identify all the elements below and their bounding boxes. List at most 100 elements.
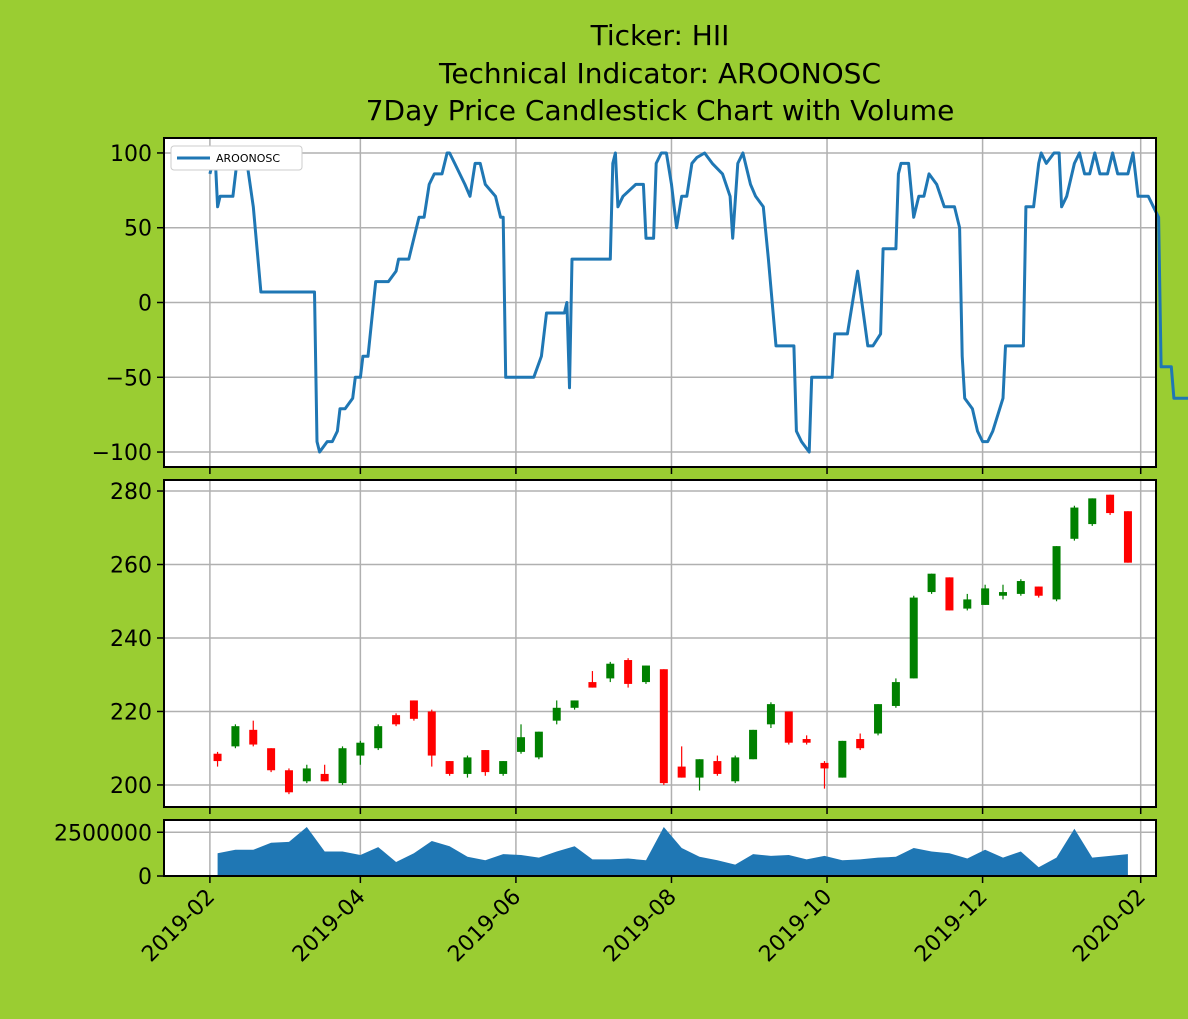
- candle-body: [695, 759, 704, 778]
- candle-body: [427, 711, 436, 756]
- candle: [927, 573, 936, 594]
- candle-body: [534, 731, 543, 758]
- candle: [267, 748, 276, 773]
- x-tick-label: 2019-04: [288, 885, 371, 968]
- candle-body: [624, 660, 633, 684]
- candle: [1016, 579, 1025, 596]
- candle: [249, 720, 258, 747]
- candle: [606, 661, 615, 683]
- candle-body: [588, 682, 597, 688]
- legend-label: AROONOSC: [216, 152, 280, 165]
- candle: [392, 713, 401, 727]
- candle-body: [802, 739, 811, 743]
- candle-body: [838, 740, 847, 778]
- title-indicator: Technical Indicator: AROONOSC: [438, 57, 881, 90]
- candle: [463, 755, 472, 778]
- chart-title: Ticker: HII Technical Indicator: AROONOS…: [366, 19, 955, 127]
- candle-body: [856, 739, 865, 749]
- candle: [284, 768, 293, 795]
- candle-body: [356, 742, 365, 756]
- candle: [1034, 586, 1043, 598]
- candle-body: [445, 761, 454, 774]
- candle: [356, 740, 365, 765]
- candle: [1088, 498, 1097, 526]
- price-panel: 280 260 240 220 200: [110, 479, 1157, 814]
- title-ticker: Ticker: HII: [590, 19, 730, 52]
- candle: [909, 595, 918, 679]
- candle-body: [463, 757, 472, 774]
- indicator-y-axis: 100 50 0 −50 −100: [92, 142, 164, 466]
- candle-body: [766, 704, 775, 725]
- candle: [338, 746, 347, 785]
- x-tick-label: 2019-02: [137, 885, 220, 968]
- candle: [802, 735, 811, 745]
- candle: [659, 669, 668, 785]
- candle: [1052, 546, 1061, 602]
- candle: [213, 751, 222, 767]
- x-tick-label: 2019-06: [443, 885, 526, 968]
- candle-body: [874, 704, 883, 734]
- volume-frame: [163, 819, 1157, 877]
- x-axis: 2019-02 2019-04 2019-06 2019-08 2019-10 2019-…: [137, 885, 1150, 968]
- candle: [302, 764, 311, 784]
- candle: [838, 740, 847, 778]
- y-tick-label: 260: [110, 554, 152, 579]
- candle: [552, 700, 561, 725]
- aroonosc-line: [208, 151, 1188, 454]
- candle: [445, 761, 454, 776]
- candle-body: [320, 773, 329, 782]
- candle-body: [1088, 498, 1097, 525]
- candle: [499, 761, 508, 776]
- candle: [945, 577, 954, 611]
- candle-body: [1106, 494, 1115, 514]
- candle: [1106, 494, 1115, 515]
- candle: [998, 584, 1007, 600]
- candle-body: [213, 753, 222, 762]
- candle: [856, 733, 865, 751]
- candle-body: [713, 761, 722, 774]
- candlestick-series: [213, 494, 1132, 795]
- candle: [534, 731, 543, 760]
- indicator-panel: 100 50 0 −50 −100 AROONOSC: [92, 137, 1188, 474]
- candle: [784, 711, 793, 745]
- candle: [731, 755, 740, 784]
- y-tick-label: 0: [138, 865, 152, 890]
- candle-body: [677, 766, 686, 778]
- candle: [963, 593, 972, 611]
- candle-body: [891, 682, 900, 706]
- candle: [891, 678, 900, 708]
- candle-body: [927, 573, 936, 593]
- candle-body: [552, 707, 561, 721]
- y-tick-label: 100: [110, 142, 152, 167]
- candle-body: [909, 597, 918, 679]
- candle: [820, 761, 829, 789]
- candle-body: [481, 750, 490, 773]
- volume-series: [217, 827, 1128, 876]
- candle: [624, 658, 633, 688]
- candle-body: [231, 726, 240, 747]
- indicator-frame: [163, 137, 1157, 468]
- candle: [320, 764, 329, 782]
- candle: [1070, 505, 1079, 541]
- candle: [713, 755, 722, 776]
- volume-panel: 2500000 0: [54, 819, 1157, 890]
- candle-body: [517, 737, 526, 752]
- indicator-legend: AROONOSC: [170, 145, 303, 171]
- candle: [427, 709, 436, 767]
- candle-body: [998, 592, 1007, 596]
- candle-body: [1034, 586, 1043, 596]
- candle-body: [374, 726, 383, 749]
- candle: [409, 700, 418, 721]
- candle-body: [302, 768, 311, 782]
- candle: [588, 671, 597, 688]
- legend-box: [170, 145, 303, 171]
- x-tick-label: 2019-12: [910, 885, 993, 968]
- y-tick-label: 200: [110, 774, 152, 799]
- candle-body: [784, 711, 793, 743]
- candle: [641, 665, 650, 684]
- candle-body: [945, 577, 954, 611]
- volume-area: [217, 827, 1128, 876]
- candle-body: [284, 770, 293, 793]
- x-tick-label: 2019-10: [755, 885, 838, 968]
- y-tick-label: −50: [106, 366, 152, 391]
